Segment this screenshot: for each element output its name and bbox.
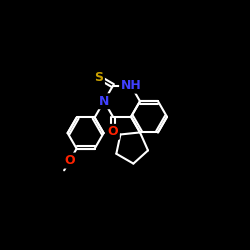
Text: NH: NH	[120, 79, 142, 92]
Text: O: O	[108, 125, 118, 138]
Text: S: S	[94, 71, 104, 84]
Text: O: O	[64, 154, 75, 167]
Text: N: N	[99, 95, 109, 108]
